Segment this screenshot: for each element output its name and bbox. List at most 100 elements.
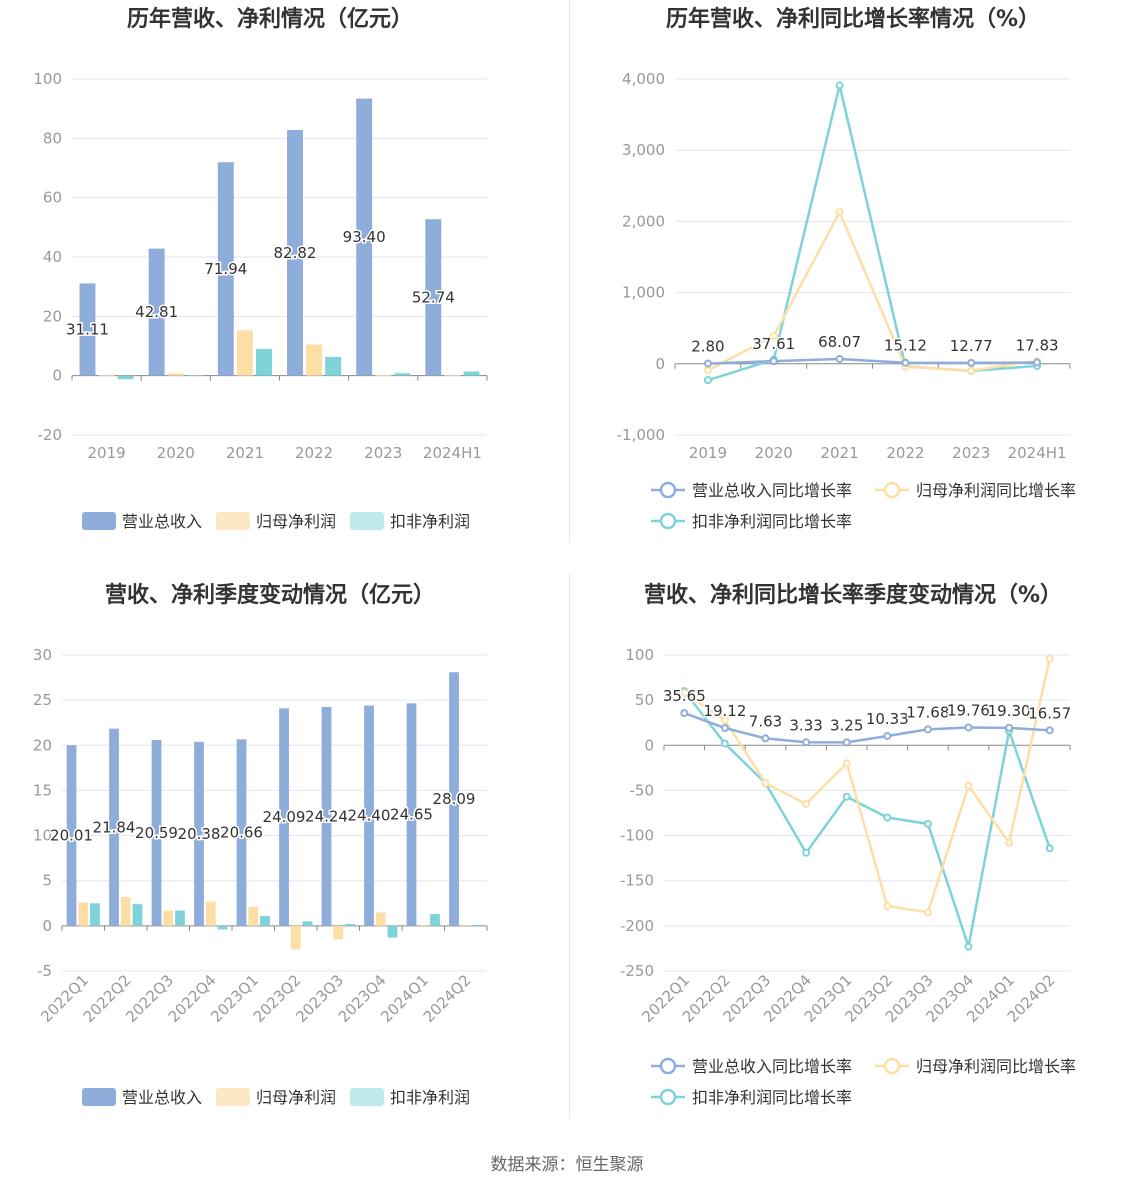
y-tick-label: 4,000 [622,70,665,88]
bar [425,219,442,376]
y-tick-label: 80 [43,129,62,147]
data-label: 24.65 [390,806,433,824]
series-line [683,658,1051,914]
data-label: 19.76 [947,701,990,719]
data-label: 24.40 [348,807,391,825]
data-label: 28.09 [433,790,476,808]
data-label: 3.33 [789,716,822,734]
data-label: 24.24 [305,807,348,825]
data-label: 19.30 [988,702,1031,720]
data-label: 3.25 [830,716,863,734]
bar [449,672,459,926]
x-tick-label: 2022 [886,444,924,462]
legend-label: 营业总收入 [122,512,202,531]
data-point [802,738,811,747]
data-label: 71.94 [204,260,247,278]
data-point [720,739,729,748]
chart-svg: 历年营收、净利同比增长率情况（%） -1,000 0 1,000 2,000 3,000 4… [617,6,1076,531]
legend-marker [883,481,901,499]
x-tick-label: 2019 [87,444,125,462]
quarterly-amount-chart: 营收、净利季度变动情况（亿元） -5 0 5 10 15 20 25 30 2022Q1 2022Q… [0,576,566,1136]
data-point [1005,723,1014,732]
legend-swatch [216,1088,250,1106]
y-tick-label: 0 [42,917,52,935]
y-tick-label: 2,000 [622,212,665,230]
data-point [923,908,932,917]
bar [205,901,216,926]
chart-title: 营收、净利季度变动情况（亿元） [105,582,435,608]
bar [78,902,89,926]
y-tick-label: -200 [620,917,654,935]
y-tick-label: 0 [52,367,62,385]
legend-marker [659,481,677,499]
legend-label: 归母净利润 [256,512,336,531]
y-tick-label: 60 [43,189,62,207]
x-tick-label: 2020 [157,444,195,462]
legend-label: 扣非净利润 [390,1088,470,1107]
bar [217,925,228,930]
y-tick-label: 3,000 [622,141,665,159]
legend-label: 营业总收入同比增长率 [692,481,852,500]
bar [394,373,411,376]
bar [387,925,398,938]
y-tick-label: -1,000 [617,426,665,444]
bar [321,707,332,926]
bar [290,925,301,950]
data-label: 31.11 [66,321,109,339]
data-point [901,358,910,367]
data-point [964,723,973,732]
legend-label: 扣非净利润同比增长率 [692,1088,852,1107]
data-label: 12.77 [950,337,993,355]
legend-marker [659,1088,677,1106]
bar [333,925,344,940]
bar [186,375,203,376]
data-point [761,779,770,788]
data-point [967,358,976,367]
chart-svg: 营收、净利季度变动情况（亿元）-50510152025302022Q12022Q… [33,582,488,1107]
y-tick-label: 20 [33,736,52,754]
data-point [680,709,689,718]
source-note: 数据来源：恒生聚源 [490,1155,644,1175]
data-label: 20.01 [50,827,93,845]
bar [418,924,429,926]
data-point [720,724,729,733]
data-point [883,901,892,910]
data-point [1005,838,1014,847]
legend-label: 归母净利润 [256,1088,336,1107]
data-label: 10.33 [866,710,909,728]
data-label: 21.84 [93,818,136,836]
x-tick-label: 2024Q2 [420,971,475,1026]
bar [460,924,471,926]
bar [90,903,100,926]
data-point [883,813,892,822]
legend-swatch [82,512,116,530]
bar [151,739,162,926]
data-label: 16.57 [1028,704,1071,722]
data-point [835,208,844,217]
data-point [761,734,770,743]
data-point [842,792,851,801]
y-tick-label: -20 [38,426,63,444]
data-label: 20.66 [220,824,263,842]
data-point [703,359,712,368]
bar [279,708,289,926]
x-tick-label: 2024H1 [423,444,482,462]
bar [287,129,303,376]
data-point [835,81,844,90]
legend-label: 扣非净利润同比增长率 [692,512,852,531]
bar [444,375,461,377]
data-point [842,738,851,747]
bar [345,924,355,926]
bar [163,910,174,926]
bar [109,728,119,926]
legend-label: 扣非净利润 [390,512,470,531]
x-tick-label: 2023 [952,444,990,462]
data-label: 20.59 [135,824,178,842]
bar [472,924,483,926]
data-point [964,942,973,951]
y-tick-label: 10 [33,827,52,845]
data-point [1045,654,1054,663]
series-line [707,357,1038,365]
legend-marker [659,1057,677,1075]
bar [148,248,165,376]
